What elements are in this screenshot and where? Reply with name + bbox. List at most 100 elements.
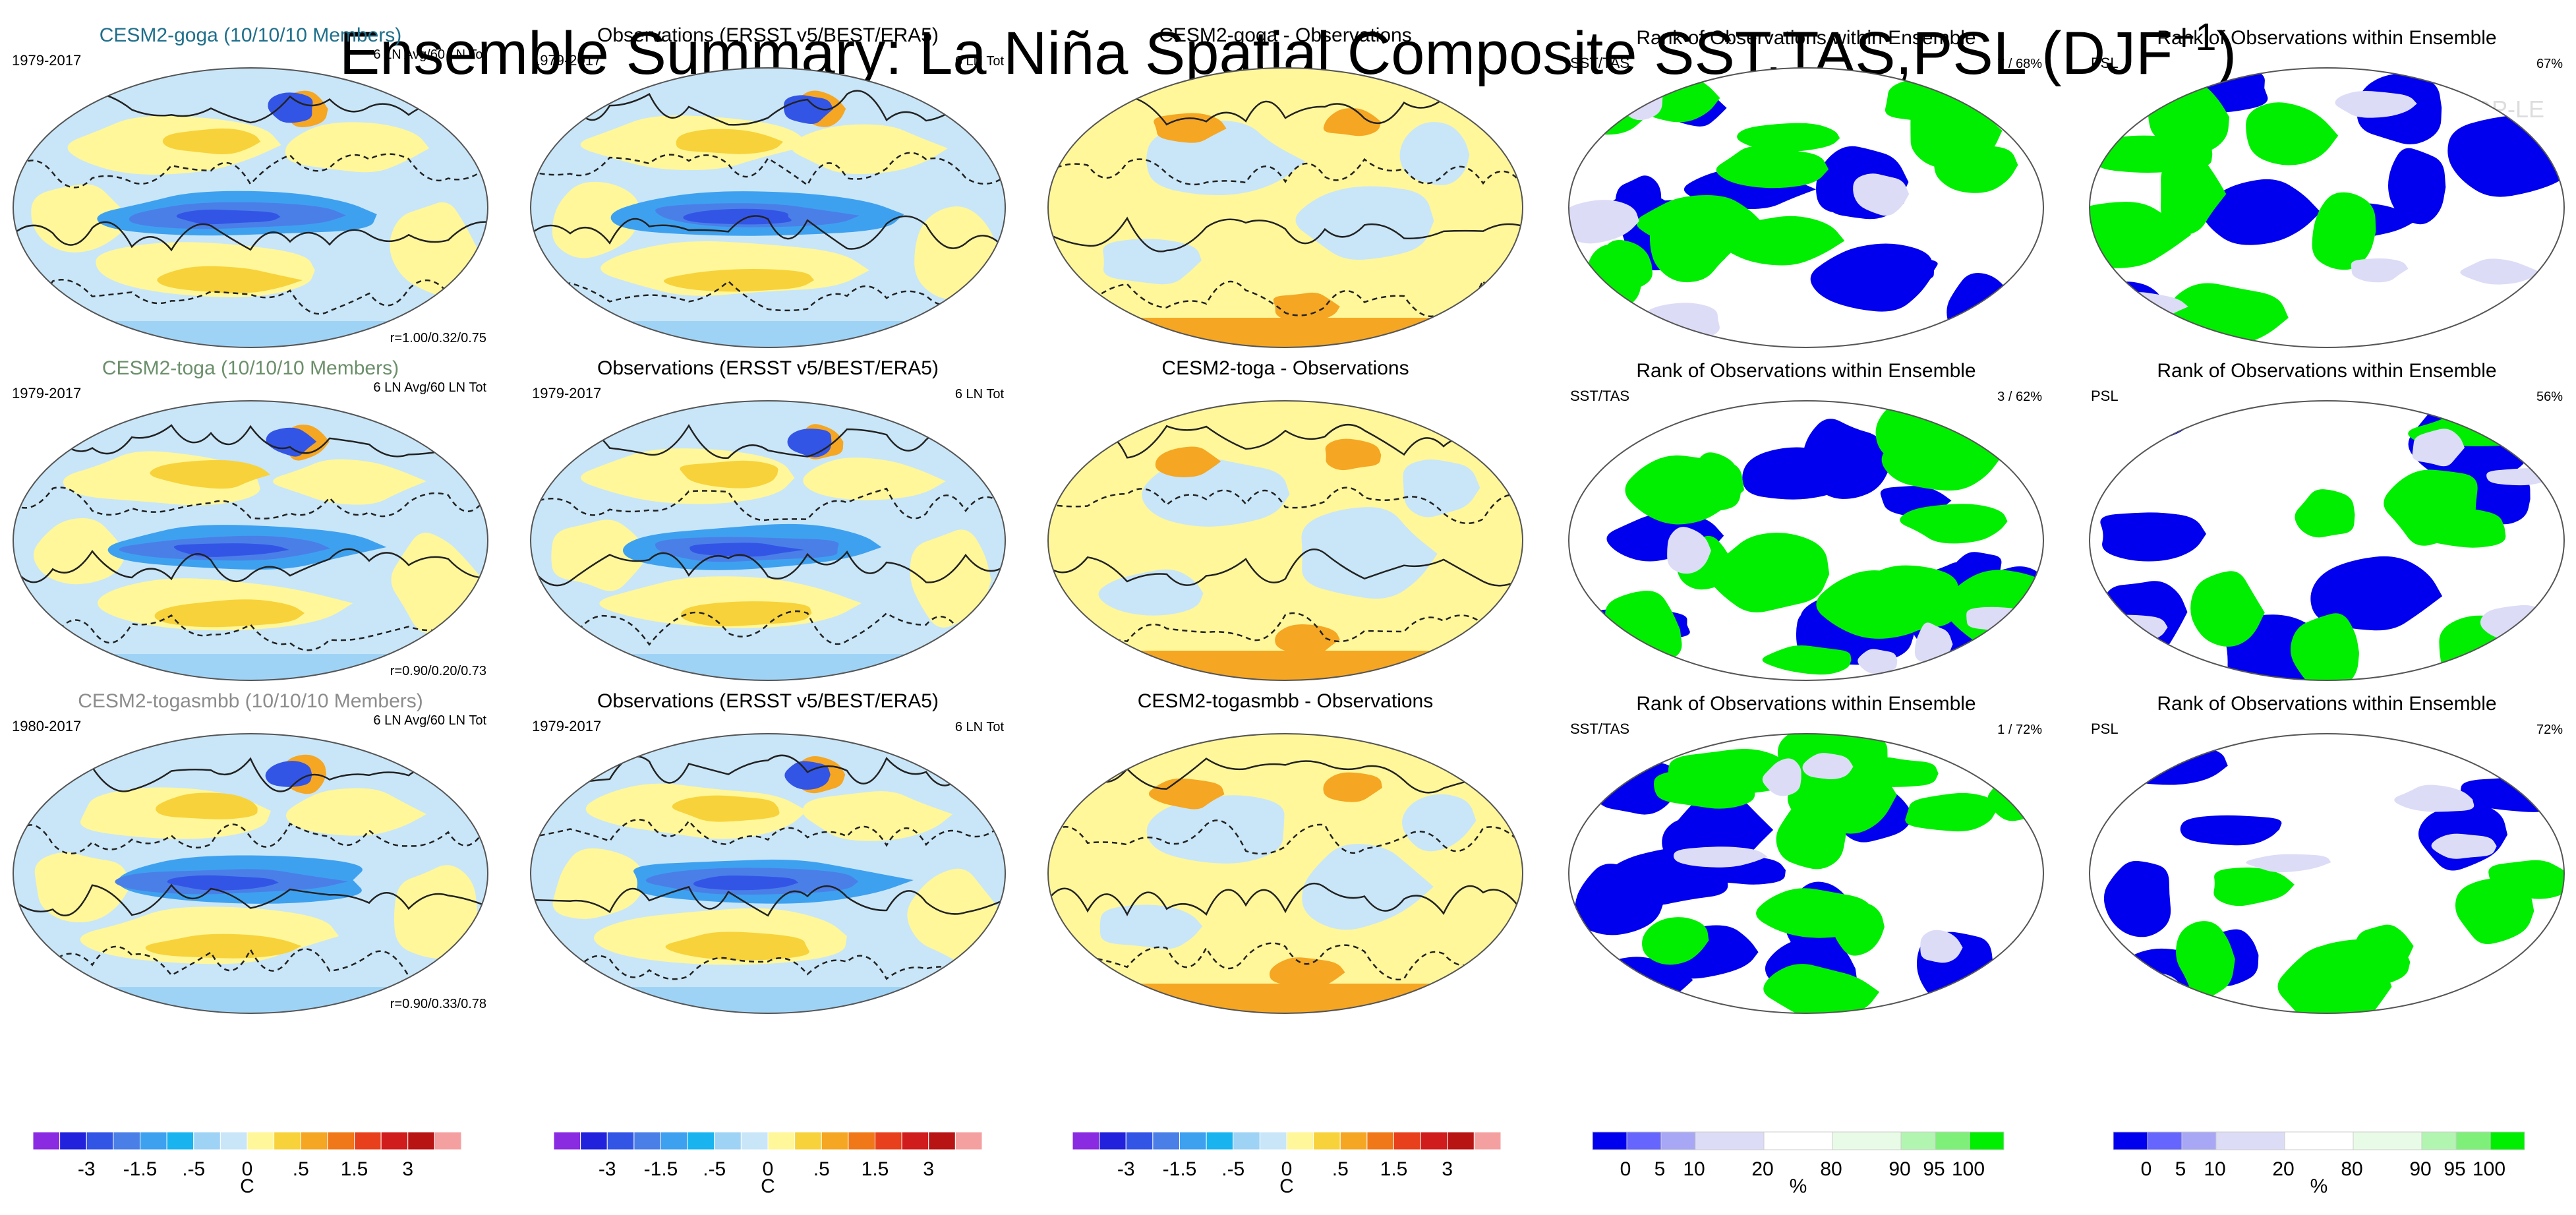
cold-anomaly bbox=[173, 543, 289, 557]
colorbar-tick-label: 10 bbox=[1683, 1158, 1705, 1180]
panel-title: Rank of Observations within Ensemble bbox=[2157, 693, 2496, 715]
panel-rank-sst-row-3: Rank of Observations within Ensemble SST/… bbox=[1567, 693, 2045, 1014]
rank-high bbox=[1905, 792, 1996, 832]
rank-low bbox=[2202, 179, 2321, 245]
cold-anomaly bbox=[1099, 904, 1203, 949]
map-outline bbox=[12, 400, 489, 681]
warm-anomaly bbox=[680, 601, 812, 627]
rank-field bbox=[2090, 68, 2564, 347]
panel-model-row-2: CESM2-toga (10/10/10 Members) 1979-2017 6 … bbox=[12, 357, 489, 681]
warm-anomaly bbox=[791, 124, 948, 175]
sst-field bbox=[13, 68, 488, 347]
map-outline bbox=[529, 733, 1007, 1014]
colorbar-swatch bbox=[848, 1131, 875, 1150]
map-outline bbox=[2088, 733, 2565, 1014]
map-outline bbox=[1047, 67, 1524, 348]
rank-field bbox=[1569, 401, 2043, 680]
sst-colorbar-1: -3 -1.5 .-5 0 .5 1.5 3 C bbox=[32, 1131, 462, 1197]
cold-anomaly bbox=[1402, 794, 1477, 852]
warm-anomaly bbox=[390, 202, 477, 297]
sst-field bbox=[531, 68, 1005, 347]
colorbar-tick-label: .5 bbox=[1332, 1158, 1349, 1180]
rank-field bbox=[2090, 401, 2564, 680]
rank-low bbox=[2388, 148, 2446, 225]
psl-contour bbox=[531, 754, 1005, 788]
psl-contour bbox=[13, 221, 488, 252]
southern-ocean bbox=[1048, 318, 1523, 347]
colorbar-swatch bbox=[2455, 1131, 2491, 1150]
southern-ocean bbox=[1048, 984, 1523, 1013]
rank-low bbox=[1575, 864, 1665, 935]
colorbar-swatch bbox=[1626, 1131, 1662, 1150]
panel-years: 1979-2017 bbox=[532, 385, 601, 401]
colorbar-swatch bbox=[1420, 1131, 1448, 1150]
psl-contour bbox=[531, 487, 1005, 521]
sst-field bbox=[1048, 68, 1523, 347]
colorbar-swatch bbox=[140, 1131, 167, 1150]
rank-high bbox=[1832, 903, 1885, 956]
colorbar-swatch bbox=[2421, 1131, 2457, 1150]
panel-title: Observations (ERSST v5/BEST/ERA5) bbox=[597, 690, 939, 712]
colorbar-unit: C bbox=[761, 1175, 775, 1197]
colorbar-swatch bbox=[1935, 1131, 1970, 1150]
rank-colorbar-1: 0 5 10 20 80 90 95 100% bbox=[1592, 1131, 2005, 1197]
psl-contour bbox=[531, 610, 1005, 646]
rank-low bbox=[2103, 860, 2171, 937]
colorbar-swatch bbox=[2181, 1131, 2217, 1150]
panel-info: 6 LN Avg/60 LN Tot bbox=[373, 380, 486, 395]
colorbar-swatch bbox=[2147, 1131, 2182, 1150]
cold-anomaly bbox=[683, 208, 792, 225]
psl-contour bbox=[531, 819, 1005, 847]
warm-anomaly bbox=[551, 519, 651, 591]
rank-high bbox=[1737, 123, 1840, 152]
colorbar-tick-label: 10 bbox=[2204, 1158, 2225, 1180]
colorbar-swatch bbox=[2113, 1131, 2148, 1150]
colorbar-swatch bbox=[1286, 1131, 1314, 1150]
panel-years: 1979-2017 bbox=[532, 52, 601, 69]
colorbar-swatch bbox=[1660, 1131, 1696, 1150]
rank-variable-label: PSL bbox=[2091, 388, 2119, 404]
rank-field bbox=[1569, 734, 2043, 1013]
colorbar-tick-label: 1.5 bbox=[341, 1158, 368, 1180]
colorbar-tick-label: 20 bbox=[2272, 1158, 2294, 1180]
psl-contour bbox=[13, 424, 488, 458]
panel-rank-psl-row-1: Rank of Observations within Ensemble PSL 6… bbox=[2088, 27, 2565, 348]
colorbar-swatch bbox=[1072, 1131, 1100, 1150]
rank-value: 72% bbox=[2536, 723, 2563, 737]
rank-high bbox=[2213, 867, 2295, 906]
warm-anomaly bbox=[803, 458, 946, 500]
colorbar-tick-label: 0 bbox=[2141, 1158, 2152, 1180]
colorbar-tick-label: 80 bbox=[1820, 1158, 1842, 1180]
rank-mid bbox=[2351, 258, 2409, 283]
panel-info: 6 LN Avg/60 LN Tot bbox=[373, 47, 486, 62]
map-outline bbox=[2088, 400, 2565, 681]
colorbar-tick-label: .-5 bbox=[1221, 1158, 1244, 1180]
rank-mid bbox=[1802, 753, 1854, 779]
rank-high bbox=[1708, 533, 1830, 612]
map-outline bbox=[1567, 400, 2045, 681]
panel-title: Rank of Observations within Ensemble bbox=[1636, 360, 1976, 382]
cold-anomaly bbox=[167, 875, 279, 891]
warm-anomaly bbox=[672, 795, 780, 822]
rank-high bbox=[2161, 153, 2227, 235]
colorbar-tick-label: 0 bbox=[242, 1158, 253, 1180]
colorbar-swatch bbox=[2215, 1131, 2285, 1150]
rank-value: 67% bbox=[2536, 57, 2563, 71]
psl-contour bbox=[13, 487, 488, 519]
colorbar-tick-label: 1.5 bbox=[1380, 1158, 1408, 1180]
colorbar-swatch bbox=[354, 1131, 382, 1150]
cold-anomaly bbox=[268, 92, 313, 123]
colorbar-tick-label: 100 bbox=[2473, 1158, 2505, 1180]
map-outline bbox=[529, 400, 1007, 681]
panel-years: 1979-2017 bbox=[12, 52, 81, 69]
psl-contour bbox=[1048, 819, 1523, 855]
psl-contour bbox=[531, 280, 1005, 312]
colorbar-tick-label: 95 bbox=[2444, 1158, 2465, 1180]
cold-anomaly bbox=[176, 209, 281, 225]
rank-mid bbox=[1853, 173, 1910, 216]
colorbar-tick-label: .5 bbox=[293, 1158, 309, 1180]
rank-low bbox=[1803, 419, 1893, 499]
colorbar-swatch bbox=[606, 1131, 635, 1150]
panel-rank-psl-row-2: Rank of Observations within Ensemble PSL 5… bbox=[2088, 360, 2565, 681]
rank-mid bbox=[1673, 846, 1768, 868]
